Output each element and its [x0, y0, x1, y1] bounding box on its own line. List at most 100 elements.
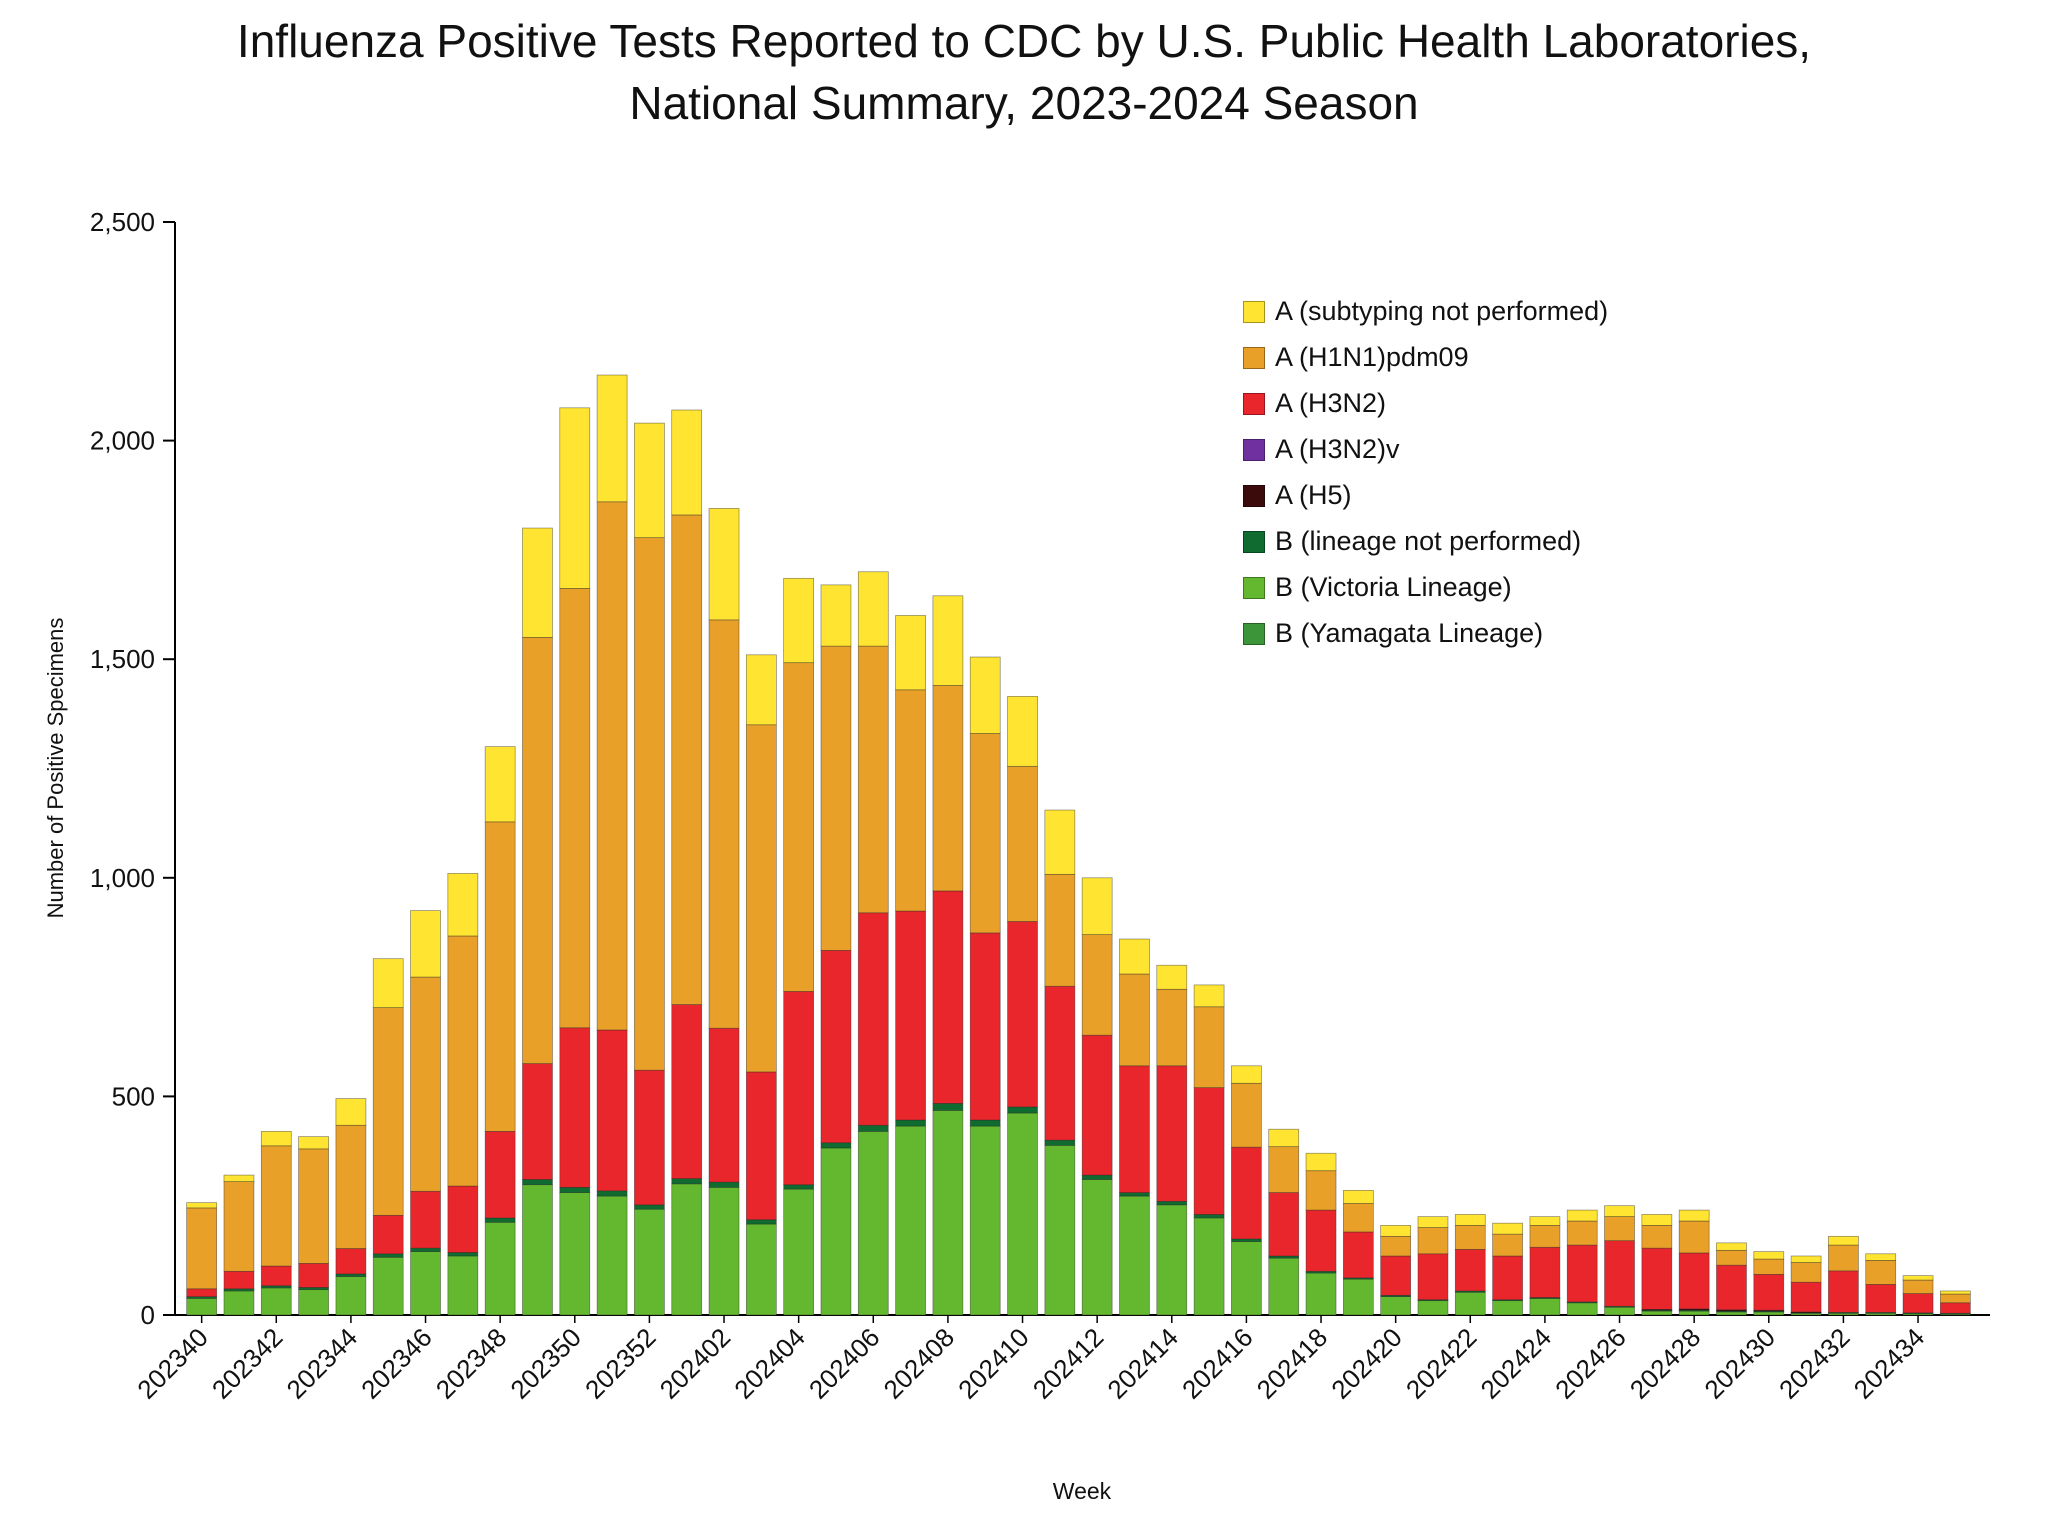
- bar-segment: [1529, 1225, 1561, 1248]
- bar-segment: [1231, 1241, 1262, 1316]
- bar-202434: [1902, 1275, 1934, 1316]
- bar-segment: [1268, 1192, 1300, 1257]
- bar-segment: [1529, 1298, 1561, 1316]
- bar-segment: [1604, 1240, 1635, 1307]
- bar-segment: [447, 873, 479, 937]
- bar-segment: [1119, 938, 1150, 975]
- bar-segment: [1044, 873, 1076, 987]
- bar-segment: [969, 932, 1001, 1121]
- x-tick-label: 202422: [1400, 1322, 1483, 1405]
- bar-segment: [1492, 1233, 1523, 1257]
- bar-segment: [260, 1287, 292, 1316]
- bar-segment: [447, 1185, 479, 1253]
- bar-segment: [559, 407, 591, 589]
- bar-segment: [1828, 1244, 1859, 1272]
- bar-segment: [1156, 964, 1188, 990]
- bar-segment: [260, 1265, 292, 1287]
- bar-segment: [1716, 1249, 1747, 1266]
- bar-segment: [260, 1131, 292, 1147]
- bar-segment: [596, 501, 628, 1031]
- bar-segment: [1305, 1152, 1337, 1172]
- bar-segment: [522, 636, 553, 1064]
- bar-segment: [1342, 1231, 1374, 1279]
- bar-segment: [1716, 1264, 1747, 1311]
- bar-segment: [932, 1110, 964, 1316]
- bar-segment: [932, 685, 964, 892]
- bar-202350: [559, 407, 591, 1316]
- bar-202349: [522, 527, 553, 1316]
- bar-segment: [335, 1098, 367, 1126]
- bar-segment: [1417, 1253, 1449, 1301]
- bar-segment: [783, 991, 815, 1186]
- bar-segment: [1342, 1190, 1374, 1204]
- bar-segment: [186, 1288, 218, 1297]
- legend-swatch: [1243, 576, 1265, 599]
- bar-segment: [298, 1289, 329, 1316]
- bar-segment: [895, 1125, 926, 1316]
- bar-202345: [372, 958, 404, 1316]
- bar-segment: [447, 935, 479, 1187]
- bar-segment: [895, 615, 926, 691]
- bar-segment: [1902, 1293, 1934, 1314]
- bar-segment: [1305, 1170, 1337, 1211]
- bar-segment: [260, 1145, 292, 1267]
- legend-item: A (H1N1)pdm09: [1243, 342, 1608, 373]
- bar-202414: [1156, 964, 1188, 1316]
- chart-title-line-2: National Summary, 2023-2024 Season: [629, 77, 1419, 129]
- bar-segment: [298, 1136, 329, 1150]
- bar-202409: [969, 656, 1001, 1316]
- bar-segment: [1156, 1204, 1188, 1316]
- bar-segment: [335, 1124, 367, 1249]
- bar-segment: [1902, 1275, 1934, 1281]
- chart-legend: A (subtyping not performed) A (H1N1)pdm09…: [1243, 296, 1608, 649]
- bar-segment: [1119, 1192, 1150, 1197]
- bar-segment: [410, 1251, 441, 1316]
- bar-segment: [820, 645, 852, 951]
- bar-segment: [932, 1103, 964, 1111]
- bar-segment: [783, 1184, 815, 1190]
- bar-segment: [522, 1179, 553, 1186]
- bar-202424: [1529, 1216, 1561, 1316]
- bar-segment: [1492, 1300, 1523, 1316]
- bar-segment: [1305, 1209, 1337, 1272]
- bar-segment: [1790, 1262, 1822, 1283]
- bar-202426: [1604, 1205, 1635, 1316]
- bar-202422: [1454, 1214, 1486, 1316]
- x-tick-label: 202412: [1027, 1322, 1110, 1405]
- bar-segment: [745, 1219, 777, 1225]
- bar-202421: [1417, 1216, 1449, 1316]
- x-axis-label: Week: [1052, 1478, 1112, 1504]
- bar-segment: [634, 1208, 665, 1316]
- x-tick-label: 202340: [131, 1322, 214, 1405]
- bar-segment: [484, 1217, 516, 1223]
- legend-item: A (H5): [1243, 480, 1608, 511]
- bar-202340: [186, 1202, 218, 1316]
- bar-segment: [634, 1204, 665, 1210]
- x-tick-label: 202420: [1325, 1322, 1408, 1405]
- bar-segment: [1566, 1244, 1598, 1303]
- x-tick-label: 202424: [1475, 1322, 1558, 1405]
- bar-202343: [298, 1136, 329, 1316]
- bar-segment: [708, 1027, 740, 1183]
- bar-202352: [634, 422, 665, 1316]
- x-tick-label: 202404: [728, 1322, 811, 1405]
- legend-label: B (lineage not performed): [1275, 526, 1582, 556]
- bar-segment: [1865, 1284, 1897, 1313]
- bar-202412: [1081, 877, 1113, 1316]
- legend-item: B (Victoria Lineage): [1243, 572, 1608, 603]
- x-tick-label: 202432: [1773, 1322, 1856, 1405]
- bar-segment: [932, 595, 964, 686]
- x-tick-label: 202414: [1101, 1322, 1184, 1405]
- bar-segment: [410, 1247, 441, 1252]
- bar-segment: [372, 1253, 404, 1258]
- bar-segment: [223, 1270, 255, 1290]
- bar-202411: [1044, 809, 1076, 1316]
- bar-segment: [1305, 1272, 1337, 1316]
- bar-segment: [671, 1183, 703, 1316]
- bar-segment: [1007, 1112, 1038, 1316]
- bar-segment: [1604, 1216, 1635, 1242]
- bar-202413: [1119, 938, 1150, 1316]
- bar-segment: [410, 910, 441, 978]
- bar-202417: [1268, 1128, 1300, 1316]
